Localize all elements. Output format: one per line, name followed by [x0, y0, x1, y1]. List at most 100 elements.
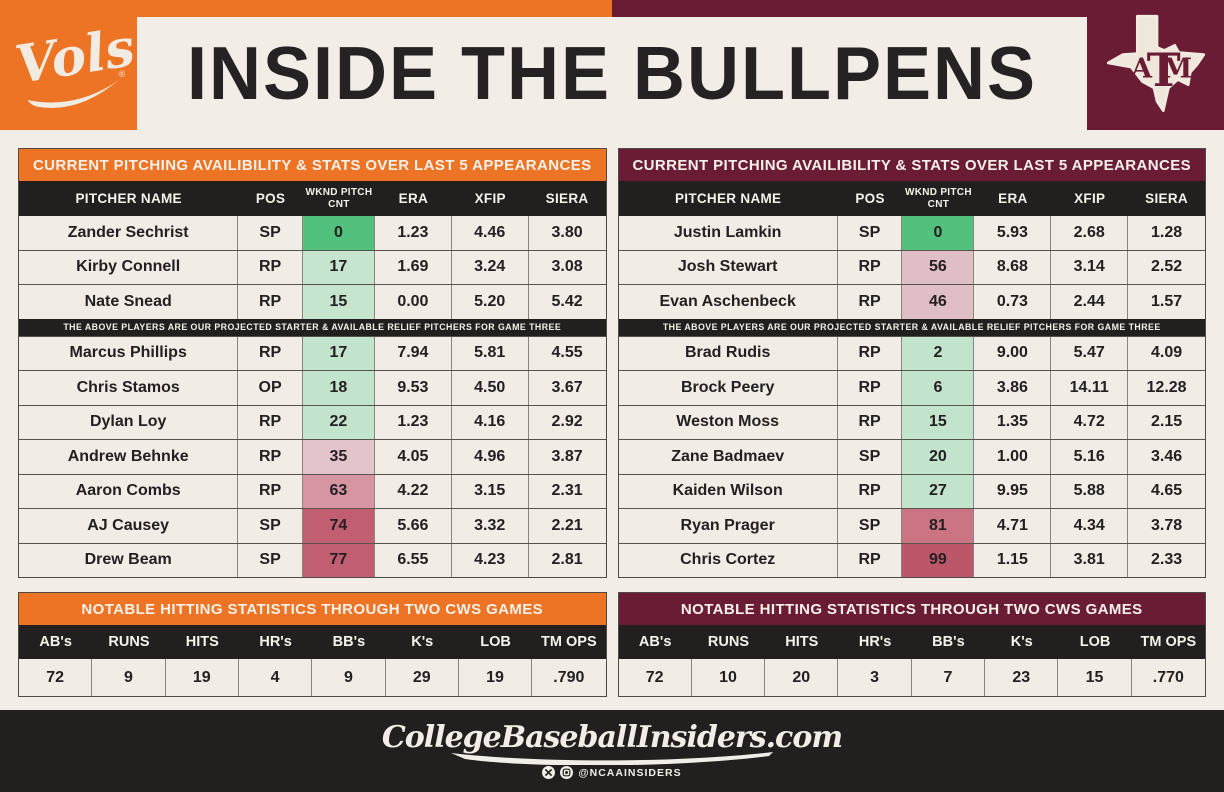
pitcher-siera: 4.65 — [1150, 482, 1183, 500]
pitcher-xfip: 2.68 — [1051, 216, 1129, 250]
pitcher-siera: 2.92 — [551, 413, 583, 431]
col-header-wknd-pitch-cnt: WKND PITCH CNT — [305, 187, 373, 210]
hit-value-runs: 10 — [692, 659, 766, 696]
hit-col-header-lob: LOB — [1079, 634, 1111, 650]
pitcher-era: 1.23 — [375, 405, 452, 439]
pitcher-name: Josh Stewart — [619, 250, 838, 284]
hit-col-header-bb-s: BB's — [332, 634, 366, 650]
pitcher-row: Zane Badmaev SP 20 1.00 5.16 3.46 — [618, 439, 1205, 474]
pitcher-row: Kaiden Wilson RP 27 9.95 5.88 4.65 — [618, 473, 1205, 508]
pitcher-xfip: 14.11 — [1051, 371, 1129, 405]
pitcher-siera: 2.33 — [1150, 551, 1183, 569]
pitcher-xfip: 4.23 — [452, 543, 529, 577]
hit-value-hr-s: 4 — [239, 659, 313, 696]
pitcher-xfip: 5.81 — [452, 336, 529, 370]
pitch-count-cell: 35 — [302, 440, 375, 474]
pitcher-era: 4.05 — [375, 440, 452, 474]
pitcher-xfip: 5.47 — [1051, 336, 1129, 370]
col-header-pos: POS — [855, 191, 885, 206]
pitcher-xfip: 5.88 — [1051, 474, 1129, 508]
pitcher-row: Brock Peery RP 6 3.86 14.11 12.28 — [618, 370, 1205, 405]
pitch-count-cell: 15 — [302, 285, 375, 319]
pitcher-era: 1.00 — [974, 440, 1052, 474]
pitcher-row: Zander Sechrist SP 0 1.23 4.46 3.80 — [19, 216, 606, 250]
pitcher-era: 5.93 — [974, 216, 1052, 250]
pitcher-row: Justin Lamkin SP 0 5.93 2.68 1.28 — [618, 216, 1205, 250]
tennessee-hitting-table: NOTABLE HITTING STATISTICS THROUGH TWO C… — [18, 592, 607, 697]
pitcher-xfip: 3.15 — [452, 474, 529, 508]
hitting-banner: NOTABLE HITTING STATISTICS THROUGH TWO C… — [618, 593, 1205, 625]
pitcher-era: 1.69 — [375, 250, 452, 284]
col-header-siera: SIERA — [1145, 191, 1188, 206]
top-strip-maroon — [612, 0, 1224, 17]
pitcher-row: Ryan Prager SP 81 4.71 4.34 3.78 — [618, 508, 1205, 543]
pitcher-pos: RP — [838, 336, 903, 370]
texas-am-logo: A T M — [1087, 0, 1224, 130]
hit-col-header-ab-s: AB's — [39, 634, 72, 650]
col-header-siera: SIERA — [545, 191, 589, 206]
vols-logo-icon: Vols ® — [11, 17, 134, 108]
hit-col-header-bb-s: BB's — [932, 634, 965, 650]
pitcher-era: 1.35 — [974, 405, 1052, 439]
pitcher-pos: RP — [838, 543, 903, 577]
pitcher-name: Chris Cortez — [619, 543, 838, 577]
pitcher-era: 7.94 — [375, 336, 452, 370]
pitcher-pos: RP — [838, 405, 903, 439]
pitching-header-row: PITCHER NAME POS WKND PITCH CNT ERA XFIP SIER… — [618, 181, 1205, 216]
pitcher-pos: SP — [238, 509, 303, 543]
pitcher-siera: 3.78 — [1150, 516, 1183, 534]
social-handle[interactable]: @NCAAINSIDERS — [578, 766, 682, 779]
logo-swoosh — [451, 752, 773, 765]
pitch-count-cell: 0 — [902, 216, 975, 250]
pitcher-siera: 3.08 — [551, 258, 583, 276]
pitcher-name: Kaiden Wilson — [619, 474, 838, 508]
pitcher-siera: 3.67 — [551, 378, 583, 396]
page-title: INSIDE THE BULLPENS — [186, 31, 1038, 116]
pitcher-xfip: 4.16 — [452, 405, 529, 439]
pitcher-name: Brad Rudis — [619, 336, 838, 370]
pitch-count-cell: 15 — [902, 405, 975, 439]
pitch-count-cell: 99 — [902, 543, 975, 577]
hit-value-tm-ops: .790 — [553, 668, 585, 686]
pitcher-pos: RP — [238, 285, 303, 319]
pitch-count-cell: 81 — [902, 509, 975, 543]
texas-am-pitching-table: CURRENT PITCHING AVAILIBILITY & STATS OV… — [617, 148, 1206, 578]
pitcher-xfip: 4.46 — [452, 216, 529, 250]
site-logo-text: CollegeBaseballInsiders.com — [381, 720, 843, 755]
pitcher-name: Brock Peery — [619, 371, 838, 405]
pitcher-xfip: 5.20 — [452, 285, 529, 319]
pitcher-row: Weston Moss RP 15 1.35 4.72 2.15 — [618, 404, 1205, 439]
tables-area: CURRENT PITCHING AVAILIBILITY & STATS OV… — [18, 148, 1206, 697]
pitcher-row: Kirby Connell RP 17 1.69 3.24 3.08 — [19, 249, 606, 284]
pitch-count-cell: 46 — [902, 285, 975, 319]
hit-value-bb-s: 9 — [312, 659, 386, 696]
svg-text:T: T — [1146, 43, 1180, 97]
pitcher-siera: 2.15 — [1150, 413, 1183, 431]
hit-value-bb-s: 7 — [912, 659, 986, 696]
pitch-count-cell: 63 — [302, 474, 375, 508]
pitcher-row: Marcus Phillips RP 17 7.94 5.81 4.55 — [19, 335, 606, 370]
pitcher-name: Evan Aschenbeck — [619, 285, 838, 319]
col-header-xfip: XFIP — [1074, 191, 1106, 206]
pitching-banner: CURRENT PITCHING AVAILIBILITY & STATS OV… — [618, 149, 1205, 181]
pitch-count-cell: 17 — [302, 336, 375, 370]
pitcher-siera: 3.46 — [1150, 447, 1183, 465]
hitting-header-row: AB's RUNS HITS HR's BB's K's LOB TM OPS — [618, 625, 1205, 659]
hit-col-header-hits: HITS — [185, 634, 219, 650]
hit-col-header-hr-s: HR's — [858, 634, 892, 650]
pitcher-era: 8.68 — [974, 250, 1052, 284]
pitch-count-cell: 56 — [902, 250, 975, 284]
pitch-count-cell: 2 — [902, 336, 975, 370]
col-header-pitcher-name: PITCHER NAME — [674, 191, 782, 206]
projected-starter-note: THE ABOVE PLAYERS ARE OUR PROJECTED STAR… — [618, 318, 1205, 336]
hitting-values-row: 72 10 20 3 7 23 15 .770 — [618, 659, 1205, 696]
pitcher-era: 1.15 — [974, 543, 1052, 577]
instagram-icon[interactable] — [560, 766, 574, 779]
pitcher-pos: RP — [238, 250, 303, 284]
hit-value-lob: 19 — [459, 659, 533, 696]
pitcher-row: Dylan Loy RP 22 1.23 4.16 2.92 — [19, 404, 606, 439]
col-header-era: ERA — [398, 191, 429, 206]
col-header-pos: POS — [255, 191, 286, 206]
x-twitter-icon[interactable] — [542, 766, 556, 779]
pitcher-pos: RP — [238, 474, 303, 508]
